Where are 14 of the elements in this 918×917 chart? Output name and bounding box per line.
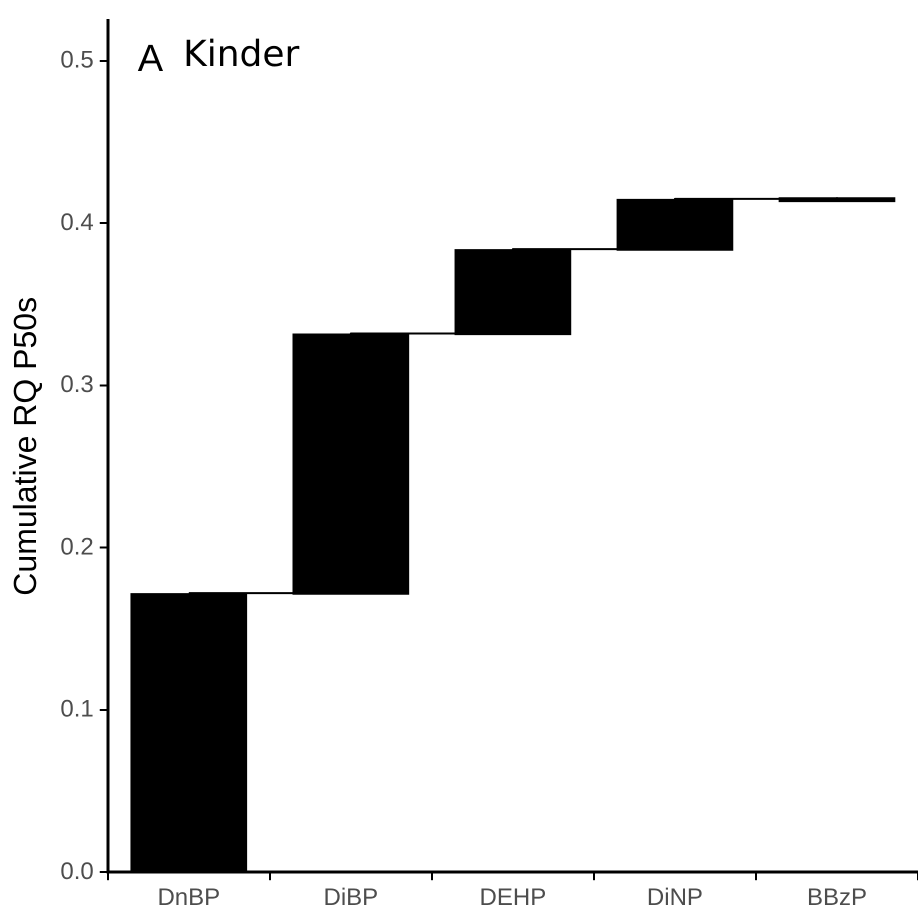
y-axis-title: Cumulative RQ P50s	[7, 296, 44, 596]
x-tick-label: BBzP	[806, 884, 867, 912]
chart-title: Kinder	[183, 34, 300, 75]
x-tick-label: DiNP	[646, 884, 703, 912]
y-tick-label: 0.0	[60, 858, 94, 885]
y-tick-label: 0.2	[60, 533, 94, 560]
y-tick-label: 0.3	[60, 371, 94, 398]
y-tick-label: 0.5	[60, 46, 94, 74]
annotation: A	[138, 38, 164, 80]
y-tick-label: 0.4	[60, 208, 94, 236]
y-tick-label: 0.1	[60, 696, 94, 723]
x-tick-label: DEHP	[480, 884, 546, 912]
x-tick-label: DnBP	[157, 884, 220, 912]
x-tick-label: DiBP	[323, 884, 378, 912]
